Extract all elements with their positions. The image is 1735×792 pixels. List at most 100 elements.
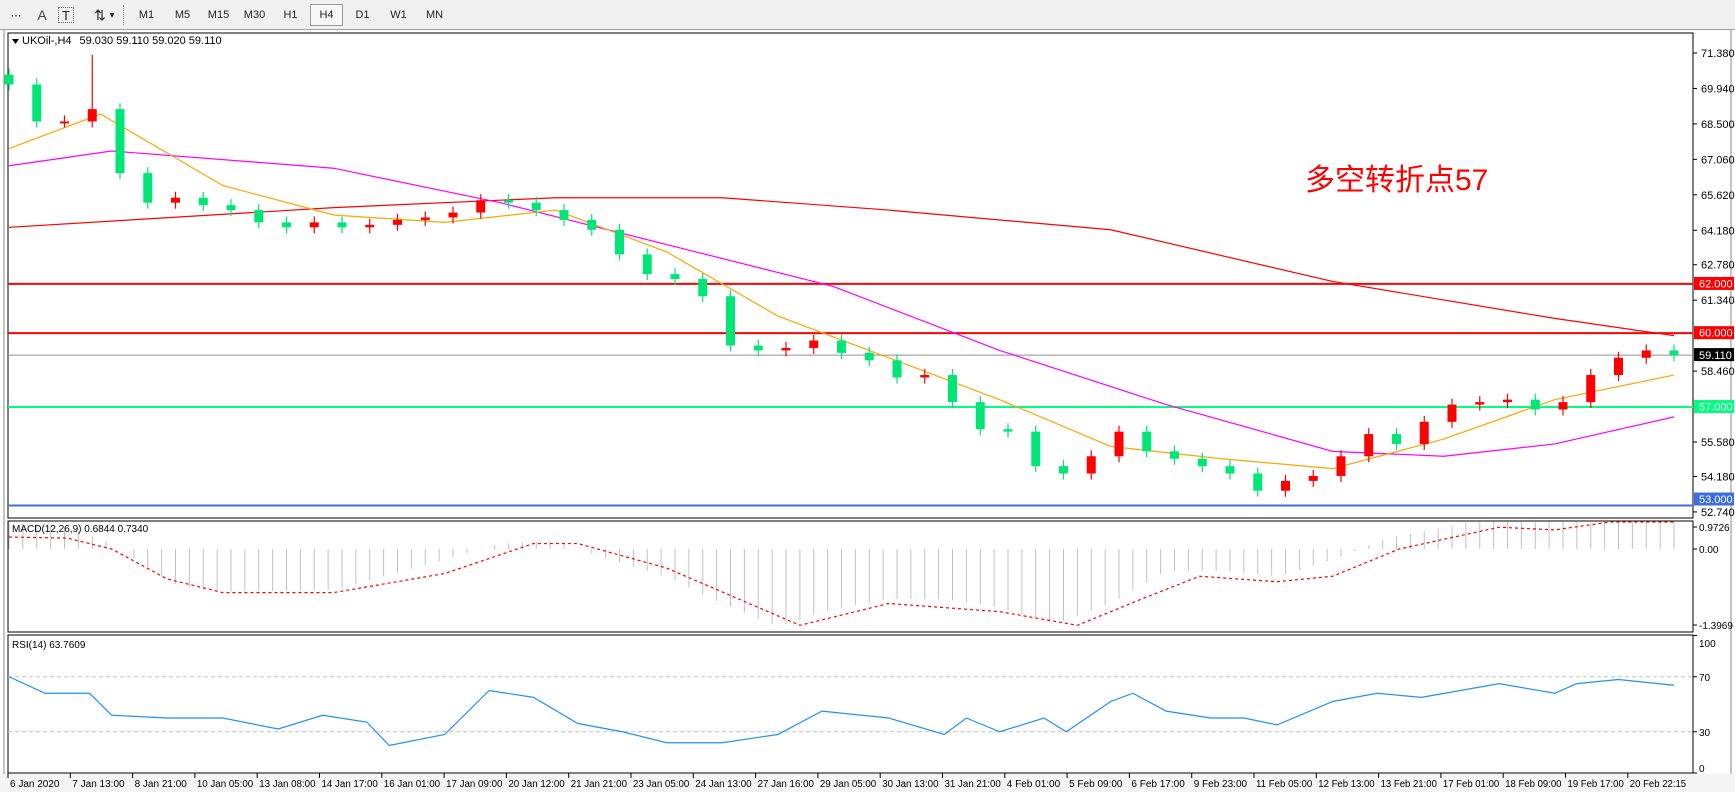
- candle-body: [1336, 456, 1346, 476]
- time-tick-label: 13 Jan 08:00: [259, 779, 316, 790]
- candle-body: [476, 200, 486, 213]
- candle-body: [87, 109, 97, 122]
- candle-body: [1253, 473, 1263, 491]
- text-a-icon[interactable]: A: [37, 7, 47, 23]
- arrows-icon[interactable]: ⇅: [94, 6, 106, 23]
- timeframe-d1-button[interactable]: D1: [355, 9, 370, 21]
- level-price-tag: [1694, 326, 1734, 340]
- price-tick-label: 58.460: [1701, 366, 1735, 378]
- candle-body: [809, 340, 819, 348]
- candle-body: [1086, 456, 1096, 474]
- candle-body: [781, 347, 791, 351]
- candle-body: [1614, 357, 1623, 376]
- price-tick-label: 69.940: [1701, 83, 1735, 95]
- timeframe-m30-button[interactable]: M30: [243, 9, 266, 21]
- candle-body: [1503, 399, 1512, 403]
- time-tick-label: 18 Feb 09:00: [1505, 779, 1562, 790]
- candle-body: [1142, 431, 1152, 452]
- timeframe-h1-button[interactable]: H1: [283, 9, 298, 21]
- macd-panel[interactable]: [7, 520, 1694, 633]
- time-tick-label: 12 Feb 13:00: [1318, 779, 1375, 790]
- moving-average-mid: [8, 150, 1675, 457]
- macd-signal-line: [8, 521, 1674, 626]
- timeframe-m5-button[interactable]: M5: [174, 9, 191, 21]
- candle-body: [171, 197, 180, 203]
- rsi-tick-label: 100: [1699, 639, 1716, 650]
- rsi-label: RSI(14) 63.7609: [12, 640, 86, 651]
- candle-body: [254, 210, 264, 223]
- time-tick-label: 16 Jan 01:00: [384, 779, 441, 790]
- macd-label: MACD(12,26,9) 0.6844 0.7340: [12, 524, 149, 535]
- timeframe-h4-button[interactable]: H4: [310, 4, 343, 26]
- toolbar: ⋯ A T ⇅ ▾ M1 M5 M15 M30 H1 H4 D1 W1 MN: [0, 0, 1735, 30]
- level-price-label: 53.000: [1699, 494, 1733, 506]
- main-price-panel[interactable]: [7, 32, 1694, 519]
- candle-body: [504, 200, 513, 203]
- candle-body: [1308, 475, 1318, 481]
- candle-body: [420, 217, 430, 220]
- toolbar-separator: [123, 5, 125, 25]
- time-tick-label: 6 Feb 17:00: [1131, 779, 1185, 790]
- period-separator-icon[interactable]: ⋯: [10, 9, 22, 22]
- candle-body: [1392, 434, 1401, 444]
- candle-body: [698, 279, 708, 297]
- level-price-tag: [1694, 276, 1734, 290]
- rsi-panel[interactable]: [7, 634, 1694, 774]
- candle-body: [60, 121, 69, 124]
- level-price-tag: [1694, 400, 1734, 414]
- text-label-icon[interactable]: T: [58, 7, 74, 23]
- timeframe-m15-button[interactable]: M15: [207, 9, 230, 21]
- candle-body: [393, 219, 402, 225]
- macd-tick-label: 0.9726: [1699, 523, 1730, 534]
- price-tick-label: 54.180: [1701, 471, 1735, 483]
- candle-body: [309, 222, 319, 228]
- candle-body: [1669, 350, 1679, 356]
- candle-body: [1281, 480, 1290, 491]
- candle-body: [753, 345, 763, 351]
- collapse-triangle-icon[interactable]: [12, 39, 19, 44]
- timeframe-m1-button[interactable]: M1: [138, 9, 155, 21]
- price-tick-label: 52.740: [1701, 507, 1735, 519]
- price-tick-label: 62.780: [1701, 260, 1735, 272]
- timeframe-w1-button[interactable]: W1: [390, 9, 407, 21]
- rsi-tick-label: 0: [1699, 764, 1705, 775]
- candle-body: [1586, 375, 1596, 403]
- chevron-down-icon[interactable]: ▾: [109, 9, 115, 21]
- candle-body: [531, 202, 541, 211]
- annotation-text: 多空转折点57: [1305, 164, 1488, 197]
- candle-body: [1419, 421, 1429, 444]
- level-price-label: 62.000: [1699, 278, 1733, 290]
- time-tick-label: 20 Feb 22:15: [1630, 779, 1687, 790]
- candle-body: [975, 402, 985, 430]
- chart-window[interactable]: 71.380 69.940 68.500 67.060 65.620 64.180 62.7…: [0, 30, 1735, 792]
- candle-body: [226, 205, 236, 211]
- time-tick-label: 5 Feb 09:00: [1069, 779, 1123, 790]
- candle-body: [587, 219, 597, 230]
- price-tick-label: 65.620: [1701, 190, 1735, 202]
- candle-body: [448, 212, 458, 218]
- candle-body: [4, 74, 14, 85]
- candle-body: [642, 254, 652, 275]
- candle-body: [892, 360, 902, 378]
- price-tick-label: 55.580: [1701, 437, 1735, 449]
- time-tick-label: 21 Jan 21:00: [571, 779, 628, 790]
- time-tick-label: 30 Jan 13:00: [882, 779, 939, 790]
- candle-body: [337, 222, 347, 228]
- price-tick-label: 67.060: [1701, 154, 1735, 166]
- timeframe-mn-button[interactable]: MN: [425, 9, 444, 21]
- rsi-line: [8, 676, 1675, 747]
- time-tick-label: 11 Feb 05:00: [1256, 779, 1313, 790]
- candle-body: [1003, 429, 1013, 432]
- ohlc-values: 59.030 59.110 59.020 59.110: [80, 35, 222, 47]
- candle-body: [115, 109, 125, 174]
- candle-body: [143, 173, 153, 203]
- time-tick-label: 27 Jan 16:00: [758, 779, 815, 790]
- candle-body: [282, 222, 291, 228]
- moving-average-fast: [8, 113, 1675, 470]
- candle-body: [198, 197, 208, 206]
- candle-body: [1364, 434, 1374, 457]
- candle-body: [1031, 431, 1041, 467]
- time-tick-label: 10 Jan 05:00: [197, 779, 254, 790]
- level-price-label: 60.000: [1699, 328, 1733, 340]
- candle-body: [670, 274, 680, 280]
